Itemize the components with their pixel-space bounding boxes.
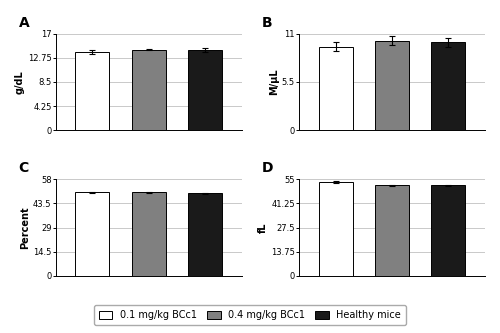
- Bar: [132, 50, 166, 130]
- Bar: [319, 47, 352, 130]
- Text: D: D: [262, 162, 274, 175]
- Y-axis label: M/μL: M/μL: [269, 69, 279, 95]
- Text: B: B: [262, 16, 272, 30]
- Bar: [132, 192, 166, 276]
- Text: A: A: [18, 16, 30, 30]
- Bar: [375, 185, 409, 276]
- Legend: 0.1 mg/kg BCc1, 0.4 mg/kg BCc1, Healthy mice: 0.1 mg/kg BCc1, 0.4 mg/kg BCc1, Healthy …: [94, 305, 406, 325]
- Y-axis label: fL: fL: [258, 222, 268, 233]
- Bar: [76, 192, 109, 276]
- Bar: [188, 50, 222, 130]
- Text: C: C: [18, 162, 29, 175]
- Bar: [319, 182, 352, 276]
- Bar: [432, 42, 466, 130]
- Y-axis label: Percent: Percent: [20, 206, 30, 249]
- Bar: [432, 185, 466, 276]
- Y-axis label: g/dL: g/dL: [15, 70, 25, 94]
- Bar: [375, 41, 409, 130]
- Bar: [76, 52, 109, 130]
- Bar: [188, 193, 222, 276]
